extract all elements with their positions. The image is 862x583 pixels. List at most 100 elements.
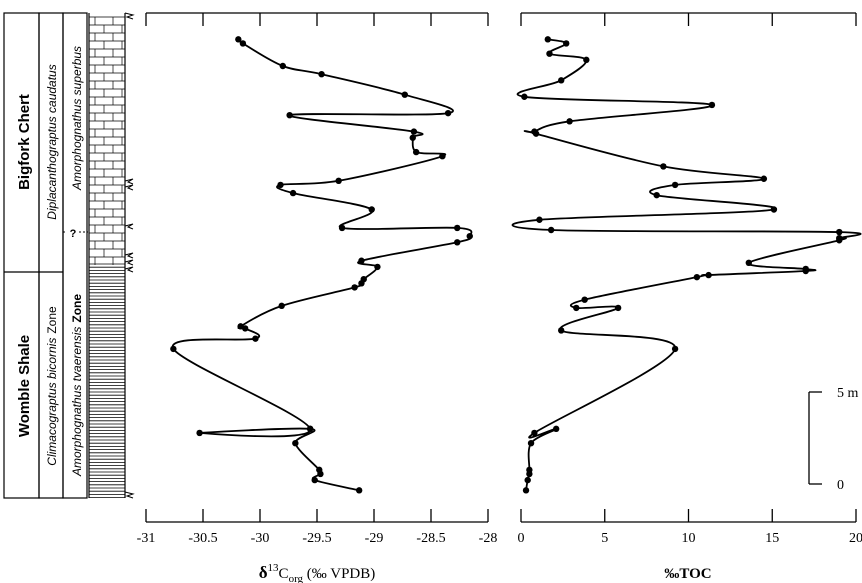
data-point <box>444 109 452 117</box>
scale-bar-bottom-label: 0 <box>837 478 844 493</box>
data-point <box>355 487 363 494</box>
data-point <box>278 302 285 310</box>
x-tick-label: -28 <box>479 531 498 546</box>
data-point <box>836 228 843 236</box>
data-point <box>526 466 533 474</box>
x-axis-label-toc: ‰TOC <box>664 566 711 582</box>
data-point <box>368 206 375 213</box>
x-tick-label: -29 <box>365 531 384 546</box>
conodont-zone-lower-suffix: Zone <box>70 294 84 323</box>
lithology-bed-notch <box>124 184 134 191</box>
data-point <box>802 265 809 273</box>
lithology-bottom-break <box>124 491 135 499</box>
data-point <box>527 440 535 447</box>
x-tick-label: 15 <box>765 531 779 546</box>
xlabel-main: C <box>279 566 289 582</box>
conodont-zone-lower-name: Amorphognathus tvaerensis <box>70 327 84 477</box>
data-point <box>466 232 473 240</box>
data-point <box>552 425 560 433</box>
lithology-bed-notch <box>124 178 134 185</box>
data-point <box>454 239 461 246</box>
lithology-bed-notch <box>124 223 134 230</box>
data-point <box>705 271 712 279</box>
data-point <box>292 440 299 447</box>
x-tick-label: 0 <box>518 531 525 546</box>
data-point <box>196 429 203 437</box>
data-point <box>836 235 843 242</box>
data-point <box>558 77 565 84</box>
boundary-question-mark: ? <box>70 228 77 240</box>
x-tick-label: -30.5 <box>188 531 217 546</box>
data-point <box>653 191 660 199</box>
data-point <box>277 181 284 189</box>
data-point <box>522 487 530 494</box>
data-point <box>660 163 667 170</box>
graptolite-zone-lower-suffix: Zone <box>45 306 59 334</box>
formation-womble-label: Womble Shale <box>16 335 33 437</box>
data-point <box>360 276 367 283</box>
scale-bar: 5 m 0 <box>808 386 859 493</box>
x-tick-label: 5 <box>601 531 608 546</box>
data-point <box>531 128 538 135</box>
xlabel-sub: org <box>289 573 304 583</box>
data-point <box>536 216 543 223</box>
x-tick-label: -28.5 <box>416 531 445 546</box>
plot-delta13c: -31 -30.5 -30 -29.5 -29 -28.5 -28 δ13Corg (‰ VP… <box>137 12 498 583</box>
xlabel-sup: 13 <box>268 562 280 574</box>
data-point <box>566 118 573 125</box>
data-point <box>311 476 318 484</box>
lithology-top-break <box>124 12 135 20</box>
data-point <box>544 36 551 43</box>
data-point <box>409 134 416 141</box>
data-point <box>252 335 259 342</box>
x-tick-label: -29.5 <box>302 531 331 546</box>
xlabel-rest: (‰ VPDB) <box>303 566 375 582</box>
data-point <box>235 36 242 43</box>
data-point <box>745 259 752 266</box>
data-point <box>289 189 297 197</box>
data-point <box>239 40 247 47</box>
data-point <box>760 175 768 182</box>
x-tick-label: 20 <box>849 531 862 546</box>
data-point <box>412 148 420 156</box>
x-tick-label: 10 <box>682 531 696 546</box>
x-tick-label: -31 <box>137 531 156 546</box>
conodont-column-box <box>62 12 88 499</box>
data-point <box>563 40 570 47</box>
data-point <box>547 226 555 234</box>
data-point <box>335 177 342 184</box>
data-point <box>693 273 701 281</box>
data-point <box>546 50 553 57</box>
data-point <box>770 206 778 213</box>
data-point <box>439 153 446 160</box>
data-point <box>316 466 323 474</box>
xlabel-delta: δ <box>259 563 268 582</box>
data-point <box>671 345 679 353</box>
data-point <box>410 128 418 135</box>
lithology-bed-notch <box>124 266 134 273</box>
data-point <box>558 327 565 334</box>
data-point <box>351 284 358 291</box>
data-point <box>401 91 408 98</box>
conodont-zone-upper-label: Amorphognathus superbus <box>70 46 84 191</box>
graptolite-zone-upper-label: Diplacanthograptus caudatus <box>45 64 59 219</box>
stratigraphic-column: Bigfork Chert Womble Shale Diplacanthogr… <box>3 12 135 499</box>
graptolite-zone-lower-label: Climacograptus bicornis Zone <box>45 306 59 466</box>
data-point <box>374 263 381 271</box>
scale-bar-top-label: 5 m <box>837 386 859 401</box>
conodont-zone-lower-label: Amorphognathus tvaerensis Zone <box>70 294 84 477</box>
lithology-column <box>88 12 135 499</box>
data-point <box>338 224 346 232</box>
data-point <box>237 323 244 330</box>
graptolite-zone-lower-name: Climacograptus bicornis <box>45 338 59 466</box>
data-point <box>279 62 286 70</box>
series-line <box>172 38 473 492</box>
x-tick-label: -30 <box>251 531 270 546</box>
formation-bigfork-label: Bigfork Chert <box>16 94 33 190</box>
data-point <box>583 56 590 64</box>
data-point <box>170 345 177 353</box>
data-point <box>581 296 588 303</box>
data-point <box>454 224 461 232</box>
data-point <box>521 93 528 100</box>
